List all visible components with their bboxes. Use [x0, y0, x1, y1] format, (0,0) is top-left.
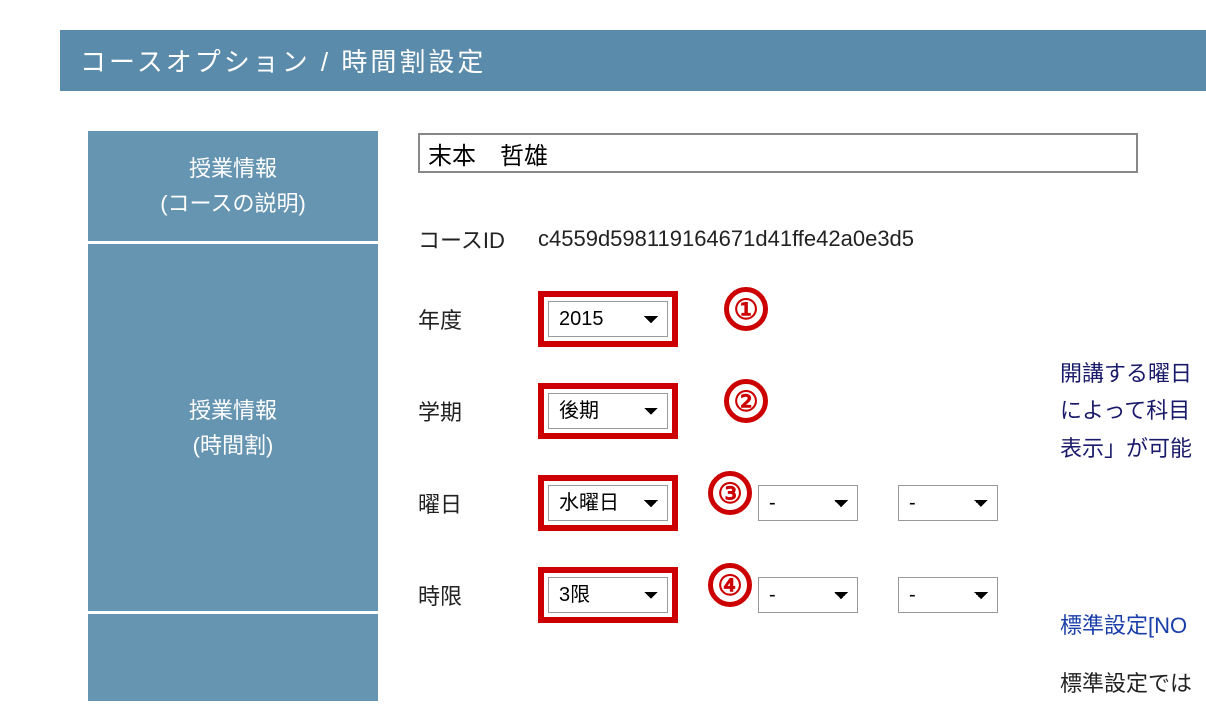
period-label: 時限: [418, 579, 538, 611]
marker-2: ②: [724, 379, 768, 423]
year-label: 年度: [418, 303, 538, 335]
day-select-1[interactable]: 水曜日: [548, 485, 668, 521]
instructor-name-input[interactable]: [418, 133, 1138, 173]
highlight-term: 後期: [538, 383, 678, 439]
day-select-3[interactable]: -: [898, 485, 998, 521]
period-select-2[interactable]: -: [758, 577, 858, 613]
marker-4: ④: [708, 563, 752, 607]
highlight-period: 3限: [538, 567, 678, 623]
help-line: によって科目: [1060, 392, 1192, 429]
year-select[interactable]: 2015: [548, 301, 668, 337]
right-help-text: 開講する曜日 によって科目 表示」が可能 標準設定[NO 標準設定では: [1060, 355, 1192, 702]
row-year: 年度 2015 ①: [418, 291, 1206, 347]
highlight-day: 水曜日: [538, 475, 678, 531]
term-select[interactable]: 後期: [548, 393, 668, 429]
highlight-year: 2015: [538, 291, 678, 347]
day-label: 曜日: [418, 487, 538, 519]
page-title-text: コースオプション / 時間割設定: [80, 47, 486, 77]
marker-3: ③: [708, 471, 752, 515]
help-line: 表示」が可能: [1060, 430, 1192, 467]
period-select-3[interactable]: -: [898, 577, 998, 613]
page-title-bar: コースオプション / 時間割設定: [60, 30, 1206, 91]
sidebar-block-course-description: 授業情報 (コースの説明): [88, 131, 378, 244]
course-id-label: コースID: [418, 223, 538, 255]
sidebar: 授業情報 (コースの説明) 授業情報 (時間割): [88, 131, 378, 704]
sidebar-block-empty: [88, 614, 378, 704]
period-select-1[interactable]: 3限: [548, 577, 668, 613]
sidebar-sublabel: (時間割): [96, 428, 370, 463]
default-setting-link[interactable]: 標準設定[NO: [1060, 607, 1192, 644]
row-course-id: コースID c4559d598119164671d41ffe42a0e3d5: [418, 223, 1206, 255]
marker-1: ①: [724, 287, 768, 331]
day-select-2[interactable]: -: [758, 485, 858, 521]
sidebar-sublabel: (コースの説明): [96, 186, 370, 221]
sidebar-label: 授業情報: [96, 151, 370, 186]
help-line: 開講する曜日: [1060, 355, 1192, 392]
course-id-value: c4559d598119164671d41ffe42a0e3d5: [538, 226, 914, 252]
default-setting-text: 標準設定では: [1060, 665, 1192, 702]
term-label: 学期: [418, 395, 538, 427]
sidebar-block-timetable: 授業情報 (時間割): [88, 244, 378, 614]
sidebar-label: 授業情報: [96, 393, 370, 428]
